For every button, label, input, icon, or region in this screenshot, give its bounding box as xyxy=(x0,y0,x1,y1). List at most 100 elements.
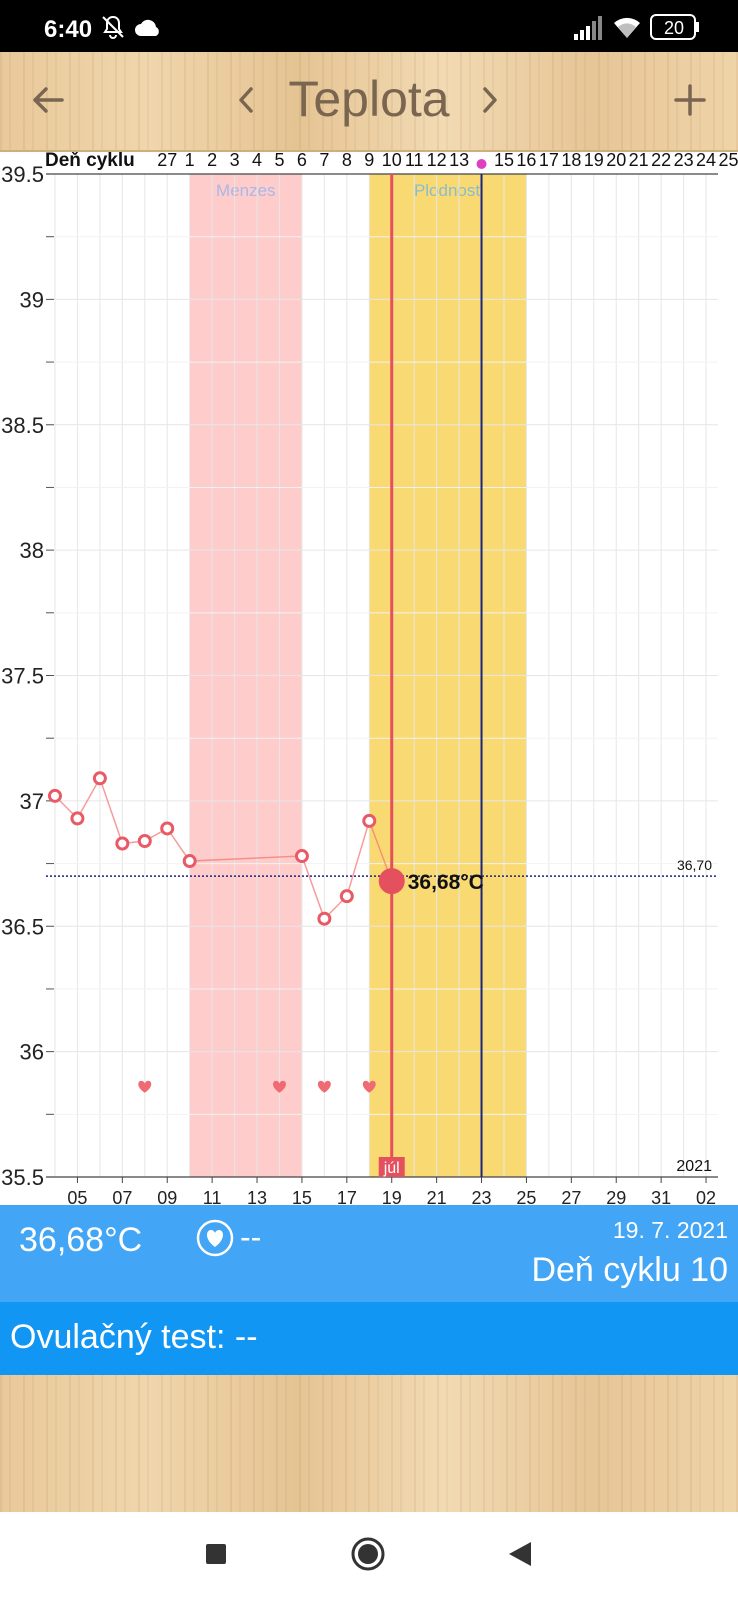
band-label-0: Menzes xyxy=(216,181,276,200)
data-point xyxy=(70,811,85,826)
battery-level: 20 xyxy=(663,18,685,38)
selected-temperature: 36,68°C xyxy=(19,1221,143,1259)
x-tick-label: 13 xyxy=(247,1188,267,1205)
recents-square-icon xyxy=(204,1542,228,1571)
cycle-day: Deň cyklu 10 xyxy=(531,1251,728,1289)
data-point xyxy=(294,849,309,864)
back-nav-button[interactable] xyxy=(498,1534,542,1578)
cycle-day-label: 8 xyxy=(342,152,352,170)
data-point xyxy=(317,911,332,926)
chart-svg[interactable]: Menzes Plodnosť35.53636.53737.53838.53939… xyxy=(0,152,738,1205)
x-tick-label: 11 xyxy=(203,1188,222,1205)
app-bar: Teplota xyxy=(0,52,738,152)
heart-icon xyxy=(138,1080,152,1093)
selected-data-point xyxy=(378,868,405,895)
x-tick-label: 09 xyxy=(157,1188,177,1205)
cycle-day-label: 16 xyxy=(516,152,536,170)
home-button[interactable] xyxy=(346,1534,390,1578)
y-tick-label: 35.5 xyxy=(1,1165,44,1190)
cycle-day-label: 1 xyxy=(185,152,195,170)
selected-date: 19. 7. 2021 xyxy=(612,1217,728,1243)
y-tick-label: 39 xyxy=(20,287,44,312)
reference-line-label: 36,70 xyxy=(677,857,712,873)
cycle-day-label: 10 xyxy=(382,152,402,170)
x-tick-label: 25 xyxy=(516,1188,536,1205)
heart-circle-icon[interactable] xyxy=(196,1219,234,1262)
data-point xyxy=(160,821,175,836)
cycle-day-label: 11 xyxy=(405,152,424,170)
x-tick-label: 17 xyxy=(337,1188,357,1205)
cycle-day-label: 20 xyxy=(606,152,626,170)
system-nav-bar xyxy=(0,1512,738,1600)
cycle-day-label: 19 xyxy=(584,152,604,170)
status-bar: 6:40 20 xyxy=(0,0,738,52)
x-tick-label: 07 xyxy=(112,1188,132,1205)
cycle-day-label: 6 xyxy=(297,152,307,170)
data-point xyxy=(339,889,354,904)
cycle-day-label: 25 xyxy=(718,152,738,170)
y-tick-label: 36 xyxy=(20,1040,44,1065)
next-button[interactable] xyxy=(462,74,518,130)
chevron-right-icon xyxy=(478,84,502,121)
notifications-off-icon xyxy=(100,14,126,45)
x-tick-label: 29 xyxy=(606,1188,626,1205)
x-tick-label: 05 xyxy=(67,1188,87,1205)
x-tick-label: 02 xyxy=(696,1188,716,1205)
cycle-day-label: 5 xyxy=(274,152,284,170)
x-tick-label: 31 xyxy=(651,1188,671,1205)
temperature-chart[interactable]: Menzes Plodnosť 35.5 36 36.5 37 37.5 38 38.5 39 39… xyxy=(0,152,738,1205)
plus-icon xyxy=(672,82,708,123)
cycle-day-label: 12 xyxy=(427,152,447,170)
band-label-1: Plodnosť xyxy=(414,181,482,200)
ovulation-test-label: Ovulačný test: -- xyxy=(10,1318,258,1356)
data-point xyxy=(47,788,62,803)
month-label: júl xyxy=(383,1160,400,1177)
cycle-day-label: 3 xyxy=(230,152,240,170)
data-point xyxy=(92,771,107,786)
home-circle-icon xyxy=(350,1536,386,1577)
page-title: Teplota xyxy=(288,71,450,127)
battery-icon xyxy=(650,14,700,45)
recents-button[interactable] xyxy=(194,1534,238,1578)
x-tick-label: 23 xyxy=(472,1188,492,1205)
status-time: 6:40 xyxy=(44,16,93,43)
y-tick-label: 37 xyxy=(20,789,44,814)
wood-background xyxy=(0,1375,738,1512)
signal-icon xyxy=(574,16,602,45)
previous-button[interactable] xyxy=(218,74,274,130)
data-point xyxy=(182,854,197,869)
y-tick-label: 38 xyxy=(20,538,44,563)
cycle-day-label: 22 xyxy=(651,152,671,170)
heart-icon xyxy=(273,1080,286,1093)
month-label-bg xyxy=(378,1157,405,1177)
y-tick-label: 38.5 xyxy=(1,413,44,438)
cycle-day-label: 24 xyxy=(696,152,716,170)
cycle-day-label: 4 xyxy=(252,152,262,170)
heart-value: -- xyxy=(240,1219,262,1255)
x-tick-label: 19 xyxy=(382,1188,402,1205)
ovulation-test-panel[interactable]: Ovulačný test: -- xyxy=(0,1302,738,1375)
cloud-icon xyxy=(134,18,162,43)
heart-icon xyxy=(317,1080,331,1093)
cycle-day-label: 15 xyxy=(494,152,514,170)
data-point xyxy=(137,833,152,848)
cycle-day-label: 23 xyxy=(674,152,694,170)
data-point xyxy=(362,813,377,828)
x-tick-label: 21 xyxy=(427,1188,447,1205)
cycle-day-label: 17 xyxy=(539,152,559,170)
heart-icon xyxy=(362,1080,376,1093)
back-button[interactable] xyxy=(20,74,76,130)
cycle-day-label: 2 xyxy=(207,152,217,170)
x-tick-label: 27 xyxy=(561,1188,581,1205)
y-tick-label: 37.5 xyxy=(1,664,44,689)
cycle-header-label: Deň cyklu xyxy=(45,152,135,171)
add-button[interactable] xyxy=(662,74,718,130)
back-triangle-icon xyxy=(507,1540,533,1573)
y-tick-label: 36.5 xyxy=(1,914,44,939)
cycle-day-label: 7 xyxy=(319,152,329,170)
wifi-icon xyxy=(612,14,642,45)
ovulation-marker-dot xyxy=(476,159,487,169)
cycle-day-label: 13 xyxy=(449,152,469,170)
cycle-day-label: 27 xyxy=(157,152,177,170)
arrow-left-icon xyxy=(30,82,66,123)
